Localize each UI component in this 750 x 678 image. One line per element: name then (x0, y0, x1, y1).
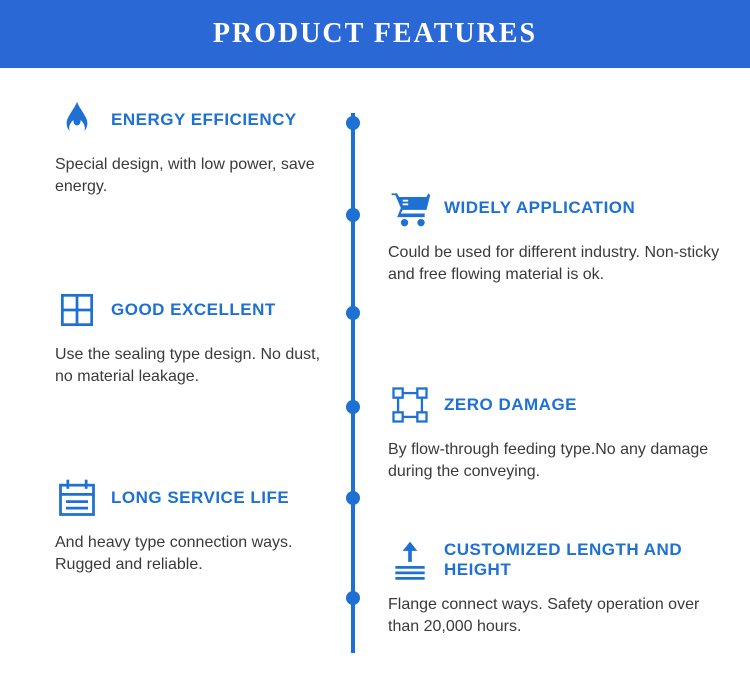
feature-title: WIDELY APPLICATION (444, 198, 635, 218)
feature-header: GOOD EXCELLENT (55, 288, 335, 332)
feature-description: Could be used for different industry. No… (388, 242, 733, 285)
feature-item: LONG SERVICE LIFE And heavy type connecti… (55, 476, 335, 575)
feature-description: Flange connect ways. Safety operation ov… (388, 594, 733, 637)
timeline-dot (346, 591, 360, 605)
feature-description: By flow-through feeding type.No any dama… (388, 439, 733, 482)
upload-icon (388, 538, 432, 582)
calendar-icon (55, 476, 99, 520)
cart-icon (388, 186, 432, 230)
feature-header: LONG SERVICE LIFE (55, 476, 335, 520)
timeline-dot (346, 400, 360, 414)
feature-title: LONG SERVICE LIFE (111, 488, 289, 508)
timeline-dot (346, 306, 360, 320)
timeline-dot (346, 491, 360, 505)
timeline-dot (346, 208, 360, 222)
feature-title: ZERO DAMAGE (444, 395, 577, 415)
feature-title: CUSTOMIZED LENGTH AND HEIGHT (444, 540, 733, 580)
grid-icon (55, 288, 99, 332)
nodes-icon (388, 383, 432, 427)
timeline-dot (346, 116, 360, 130)
feature-description: And heavy type connection ways. Rugged a… (55, 532, 335, 575)
feature-item: CUSTOMIZED LENGTH AND HEIGHT Flange conne… (388, 538, 733, 637)
feature-title: ENERGY EFFICIENCY (111, 110, 297, 130)
feature-header: ZERO DAMAGE (388, 383, 733, 427)
feature-item: ZERO DAMAGE By flow-through feeding type.… (388, 383, 733, 482)
feature-header: ENERGY EFFICIENCY (55, 98, 335, 142)
timeline-line (351, 113, 355, 653)
header-banner: PRODUCT FEATURES (0, 0, 750, 68)
header-title: PRODUCT FEATURES (213, 18, 537, 50)
feature-description: Special design, with low power, save ene… (55, 154, 335, 197)
feature-header: CUSTOMIZED LENGTH AND HEIGHT (388, 538, 733, 582)
feature-item: ENERGY EFFICIENCY Special design, with lo… (55, 98, 335, 197)
feature-item: WIDELY APPLICATION Could be used for diff… (388, 186, 733, 285)
feature-item: GOOD EXCELLENT Use the sealing type desig… (55, 288, 335, 387)
feature-title: GOOD EXCELLENT (111, 300, 276, 320)
feature-header: WIDELY APPLICATION (388, 186, 733, 230)
flame-icon (55, 98, 99, 142)
features-content: ENERGY EFFICIENCY Special design, with lo… (0, 68, 750, 678)
feature-description: Use the sealing type design. No dust, no… (55, 344, 335, 387)
